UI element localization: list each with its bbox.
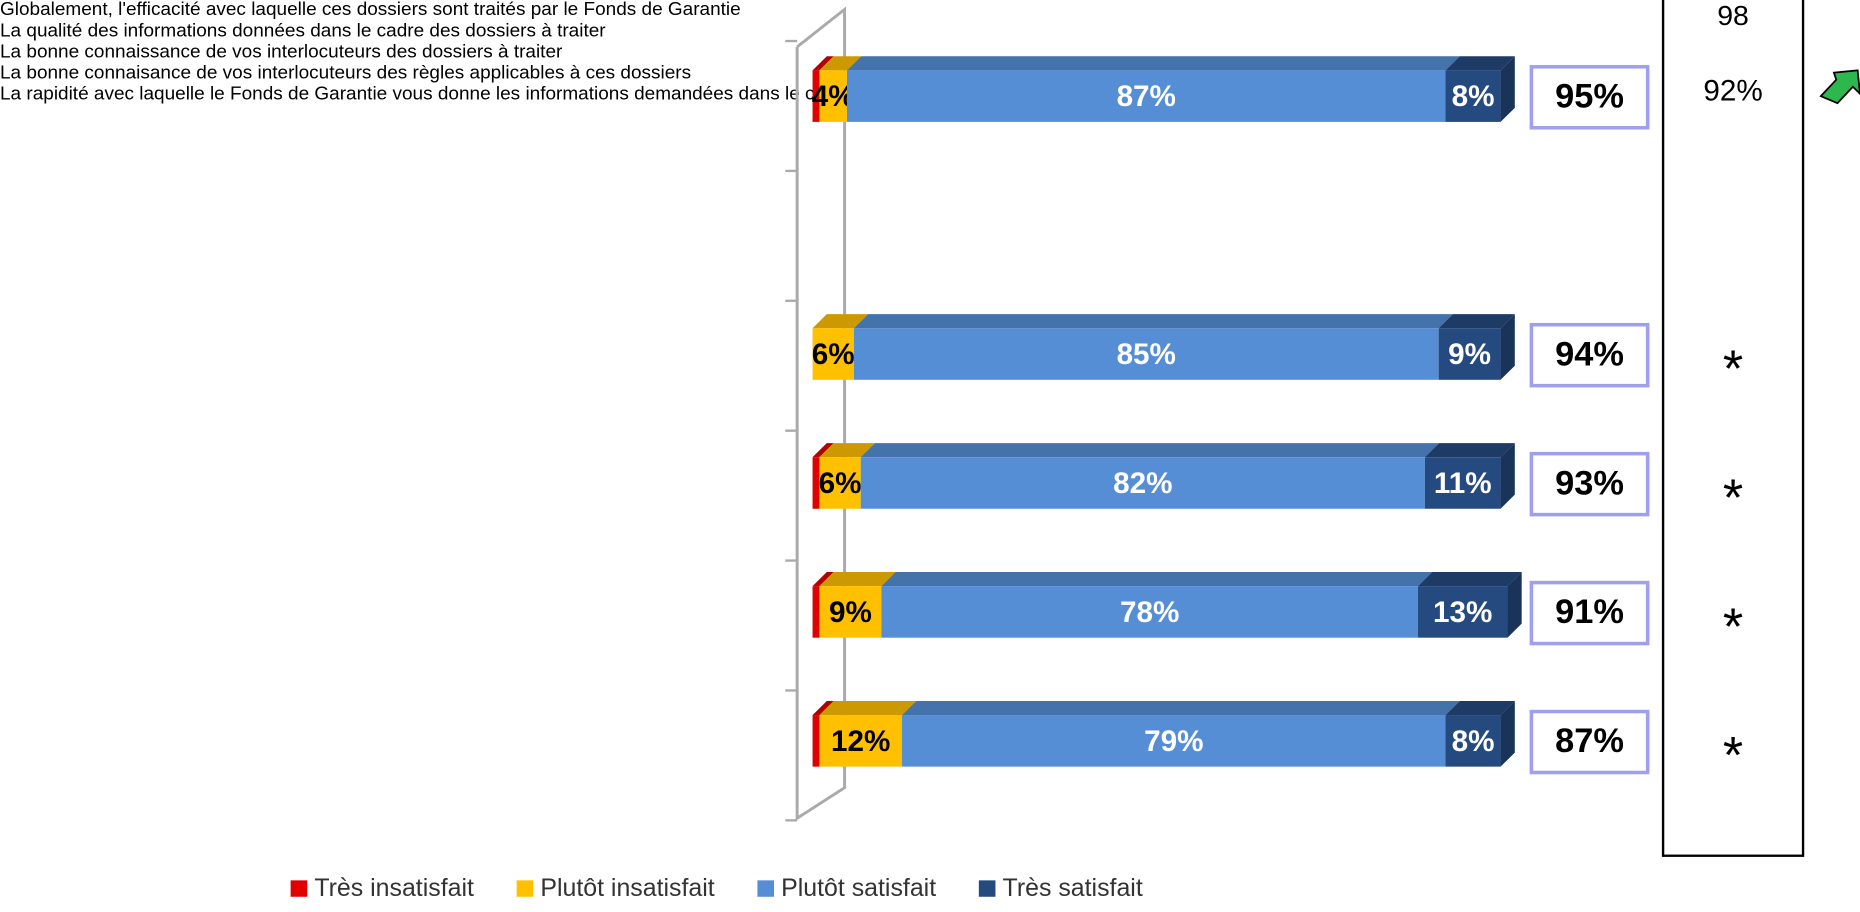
comparison-value: 92% <box>1703 74 1762 107</box>
bar <box>881 586 1419 638</box>
bar <box>812 328 854 380</box>
bar-top <box>812 700 834 716</box>
data-label: 9% <box>1448 338 1491 371</box>
data-label: 8% <box>1452 80 1495 113</box>
bar <box>819 586 882 638</box>
bar-side <box>1500 443 1515 509</box>
total-box <box>1529 322 1650 388</box>
bar-top <box>902 700 1460 716</box>
legend-swatch <box>516 880 534 897</box>
legend-swatch <box>290 880 308 897</box>
bar-top <box>1445 700 1515 716</box>
bar <box>819 715 903 767</box>
bar-top <box>819 700 917 716</box>
comparison-header: 98 <box>1717 0 1749 31</box>
bar-top <box>812 314 869 329</box>
legend-label: Très satisfait <box>1003 875 1143 902</box>
bar-top <box>819 572 896 587</box>
bar-top <box>812 56 834 71</box>
bar <box>853 328 1439 380</box>
bar-top <box>812 572 834 587</box>
data-label: 87% <box>1117 80 1176 113</box>
legend-swatch <box>978 880 996 897</box>
bar <box>812 457 820 509</box>
category-label: La rapidité avec laquelle le Fonds de Ga… <box>0 84 1034 105</box>
bar <box>819 70 847 122</box>
data-label: 6% <box>812 338 855 371</box>
data-label: 82% <box>1113 467 1172 500</box>
bar-top <box>1424 443 1515 458</box>
total-box <box>1529 709 1650 775</box>
comparison-value: * <box>1723 340 1743 398</box>
total-box <box>1529 580 1650 646</box>
bar <box>1424 457 1501 509</box>
total-label: 93% <box>1555 464 1624 502</box>
comparison-value: * <box>1723 469 1743 527</box>
data-label: 12% <box>831 725 890 758</box>
bar <box>860 457 1425 509</box>
bar-top <box>1438 314 1515 329</box>
data-label: 13% <box>1433 596 1492 629</box>
data-label: 6% <box>819 467 862 500</box>
bar <box>1445 70 1501 122</box>
legend-label: Plutôt satisfait <box>781 875 936 902</box>
total-label: 91% <box>1555 593 1624 631</box>
bar-side <box>1500 700 1515 767</box>
comparison-box <box>1661 0 1805 857</box>
comparison-value: * <box>1723 727 1743 785</box>
total-box <box>1529 65 1650 130</box>
bar-side <box>1500 56 1515 122</box>
bar <box>1438 328 1501 380</box>
bar-top <box>860 443 1440 458</box>
data-label: 11% <box>1434 467 1492 500</box>
bar <box>1418 586 1508 638</box>
bar-top <box>853 314 1453 329</box>
bar <box>812 586 820 638</box>
total-label: 87% <box>1555 722 1624 760</box>
axis-wall <box>795 6 847 821</box>
data-label: 78% <box>1120 596 1179 629</box>
data-label: 8% <box>1452 725 1495 758</box>
bar <box>1445 715 1501 767</box>
bar-side <box>1500 314 1515 380</box>
trend-arrow <box>1819 69 1860 105</box>
data-label: 79% <box>1144 725 1203 758</box>
category-label: La qualité des informations données dans… <box>0 21 606 42</box>
total-label: 94% <box>1555 336 1624 374</box>
bar-top <box>881 572 1433 587</box>
bar-top <box>1445 56 1515 71</box>
bar <box>819 457 861 509</box>
comparison-value: * <box>1723 598 1743 656</box>
bar-top <box>812 443 834 458</box>
bar <box>902 715 1446 767</box>
data-label: 85% <box>1117 338 1176 371</box>
bar <box>812 715 820 767</box>
bar-top <box>1418 572 1522 587</box>
category-label: La bonne connaisance de vos interlocuteu… <box>0 63 692 84</box>
category-label: La bonne connaissance de vos interlocute… <box>0 42 563 63</box>
bar-top <box>819 56 862 71</box>
legend-label: Plutôt insatisfait <box>540 875 714 902</box>
bar <box>812 70 820 122</box>
bar-top <box>819 443 875 458</box>
legend-label: Très insatisfait <box>314 875 474 902</box>
bar-top <box>846 56 1460 71</box>
data-label: 9% <box>829 596 872 629</box>
legend-swatch <box>757 880 775 897</box>
total-label: 95% <box>1555 78 1624 116</box>
bar-side <box>1507 572 1522 638</box>
category-label: Globalement, l'efficacité avec laquelle … <box>0 0 741 20</box>
total-box <box>1529 451 1650 517</box>
bar <box>846 70 1446 122</box>
